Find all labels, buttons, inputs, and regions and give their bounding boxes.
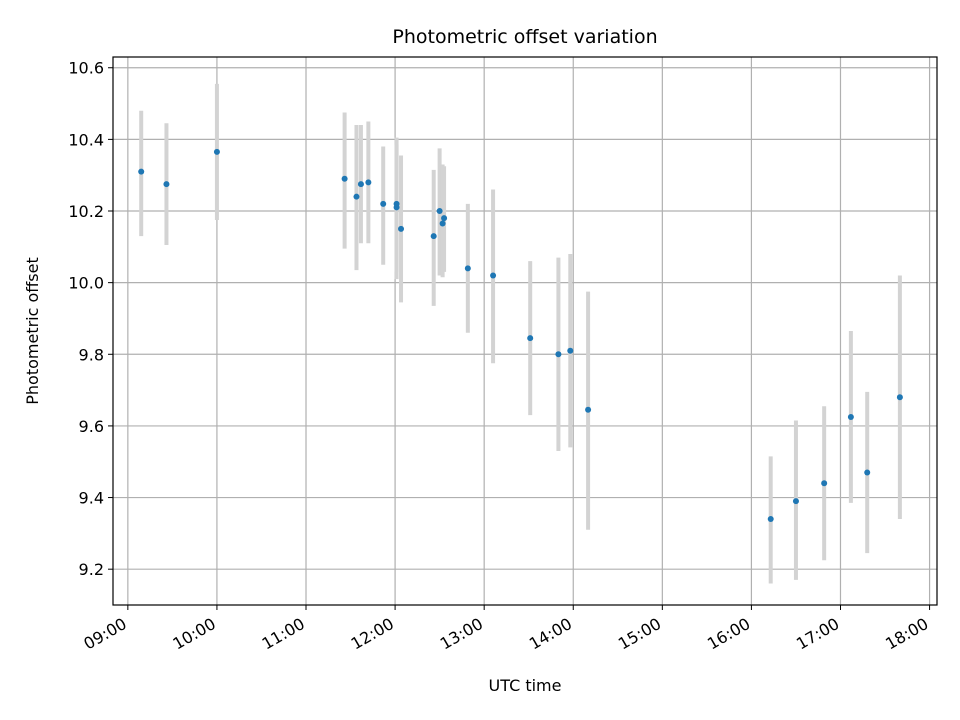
data-point bbox=[821, 480, 828, 487]
y-tick-label: 9.6 bbox=[79, 417, 104, 436]
data-point bbox=[767, 516, 774, 523]
data-point bbox=[464, 265, 471, 272]
data-point bbox=[163, 181, 170, 188]
data-points bbox=[138, 148, 903, 523]
data-point bbox=[213, 148, 220, 155]
y-tick-label: 9.4 bbox=[79, 489, 104, 508]
data-point bbox=[365, 179, 372, 186]
data-point bbox=[436, 208, 443, 215]
data-point bbox=[439, 220, 446, 227]
data-point bbox=[441, 215, 448, 222]
chart-title: Photometric offset variation bbox=[392, 26, 657, 48]
gridlines bbox=[113, 57, 937, 605]
y-tick-label: 10.6 bbox=[68, 59, 104, 78]
data-point bbox=[567, 347, 574, 354]
y-axis-ticks: 9.2 9.4 9.6 9.8 10.0 10.2 10.4 10.6 bbox=[68, 59, 113, 579]
y-axis-label: Photometric offset bbox=[23, 257, 42, 405]
data-point bbox=[847, 413, 854, 420]
data-point bbox=[490, 272, 497, 279]
y-tick-label: 9.8 bbox=[79, 345, 104, 364]
data-point bbox=[357, 181, 364, 188]
data-point bbox=[380, 200, 387, 207]
data-point bbox=[341, 175, 348, 182]
data-point bbox=[896, 394, 903, 401]
data-point bbox=[353, 193, 360, 200]
y-tick-label: 9.2 bbox=[79, 560, 104, 579]
data-point bbox=[792, 498, 799, 505]
data-point bbox=[555, 351, 562, 358]
data-point bbox=[138, 168, 145, 175]
y-tick-label: 10.4 bbox=[68, 130, 104, 149]
data-point bbox=[430, 233, 437, 240]
y-tick-label: 10.2 bbox=[68, 202, 104, 221]
data-point bbox=[864, 469, 871, 476]
y-tick-label: 10.0 bbox=[68, 274, 104, 293]
x-axis-label: UTC time bbox=[489, 676, 562, 695]
data-point bbox=[393, 204, 400, 211]
data-point bbox=[527, 335, 534, 342]
data-point bbox=[398, 225, 405, 232]
plot-frame bbox=[112, 56, 938, 606]
data-point bbox=[585, 406, 592, 413]
